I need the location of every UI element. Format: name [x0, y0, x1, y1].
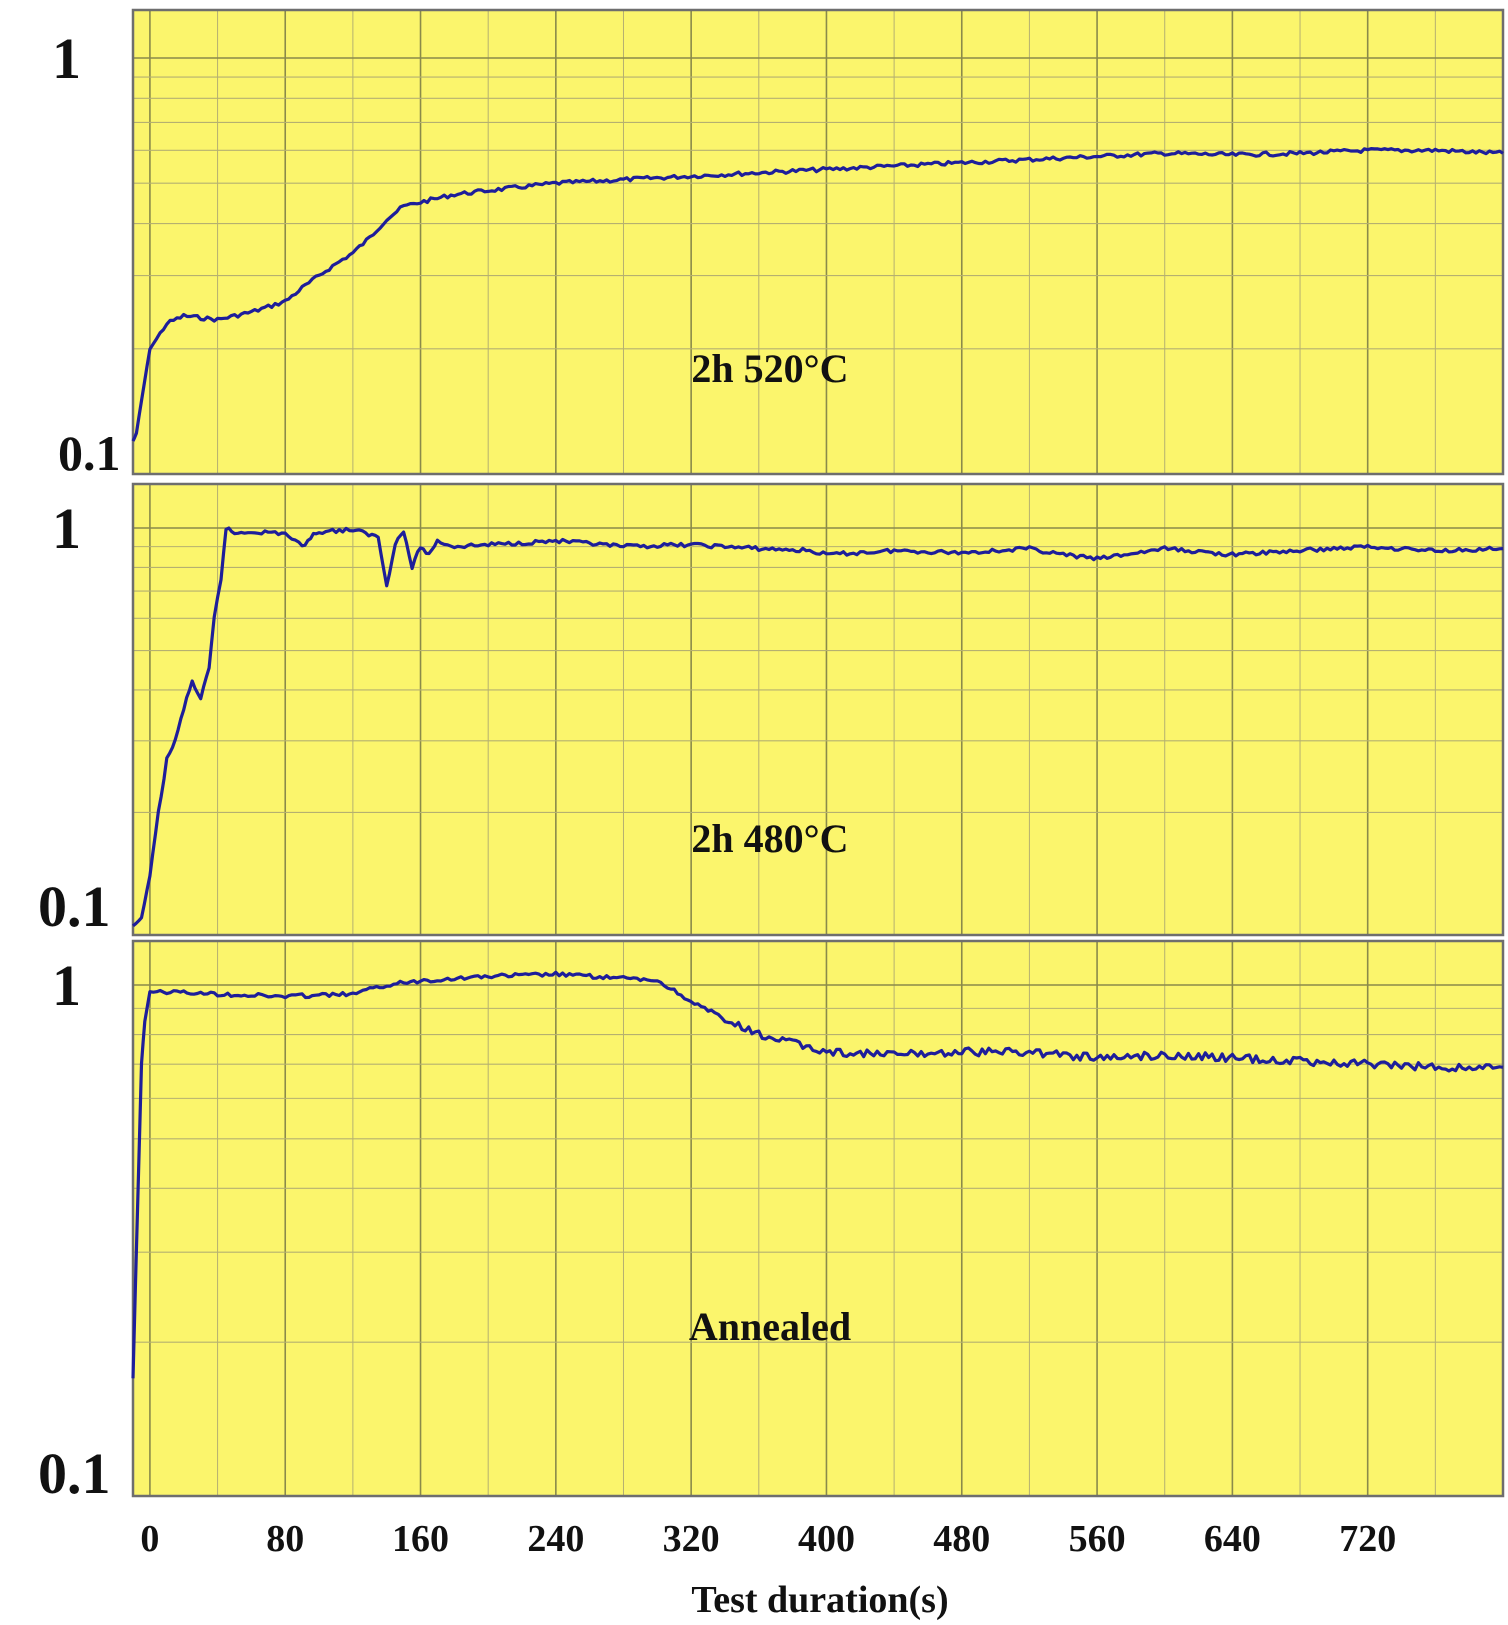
x-tick-label: 320	[663, 1518, 720, 1560]
plot-area	[133, 941, 1503, 1496]
panel-2: 1 0.1 2h 480°C	[38, 482, 1505, 939]
x-tick-label: 240	[527, 1518, 584, 1560]
y-tick-label: 1	[52, 953, 81, 1018]
x-tick-label: 720	[1339, 1518, 1396, 1560]
panel-1: 1 0.1 2h 520°C	[52, 8, 1505, 481]
plot-frame	[131, 939, 1505, 1498]
y-tick-label: 1	[52, 26, 81, 91]
y-tick-label: 0.1	[58, 425, 121, 481]
panel-label: 2h 520°C	[691, 346, 848, 391]
x-tick-label: 0	[140, 1518, 159, 1560]
series-line	[131, 147, 1504, 442]
y-tick-label: 1	[52, 496, 81, 561]
series-line	[131, 970, 1504, 1379]
x-tick-label: 640	[1204, 1518, 1261, 1560]
plot-area	[133, 10, 1503, 474]
plot-area	[133, 484, 1503, 935]
y-tick-label: 0.1	[38, 874, 111, 939]
panel-3: 1 0.1 Annealed	[38, 939, 1505, 1506]
y-tick-label: 0.1	[38, 1441, 111, 1506]
x-tick-label: 480	[933, 1518, 990, 1560]
x-tick-label: 160	[392, 1518, 449, 1560]
panel-label: 2h 480°C	[691, 816, 848, 861]
x-axis-title: Test duration(s)	[691, 1579, 948, 1621]
panel-label: Annealed	[689, 1304, 851, 1349]
plot-frame	[131, 8, 1505, 476]
series-line	[131, 526, 1504, 928]
x-tick-label: 560	[1069, 1518, 1126, 1560]
x-tick-label: 80	[266, 1518, 304, 1560]
x-axis: 0 80 160 240 320 400 480 560 640 720 Test duration…	[140, 1518, 1396, 1621]
panels-layer: 1 0.1 2h 520°C 1 0.1 2h 480°C 1 0.1 Annealed	[38, 8, 1505, 1506]
x-tick-label: 400	[798, 1518, 855, 1560]
plot-frame	[131, 482, 1505, 937]
